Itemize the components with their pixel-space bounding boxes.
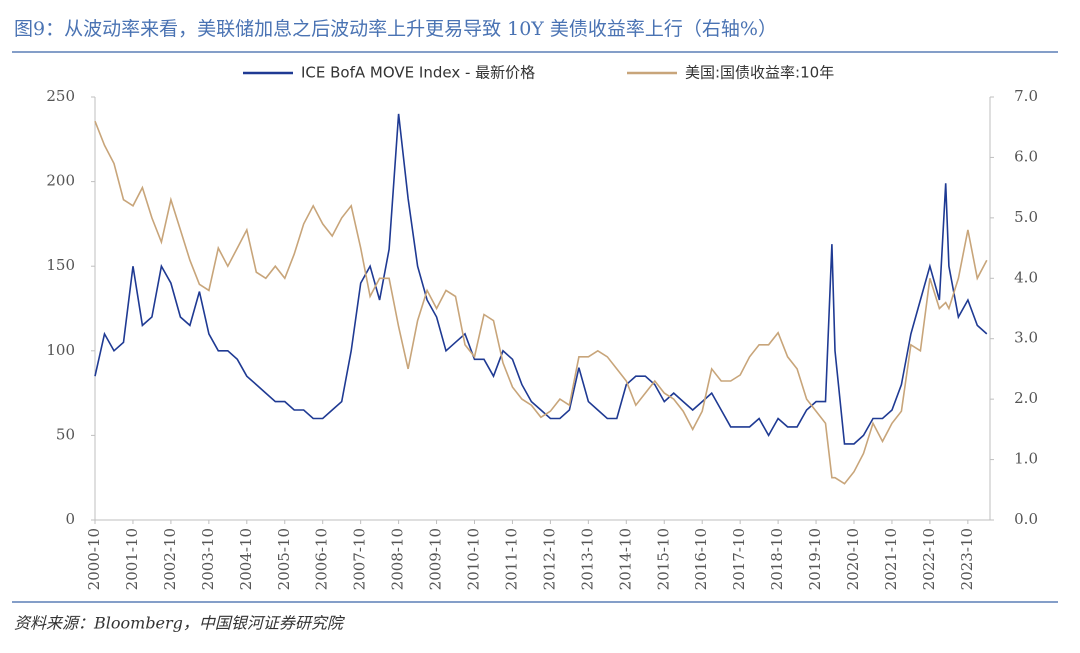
x-tick-label: 2011-10 xyxy=(502,528,520,590)
y2-tick-label: 1.0 xyxy=(1014,450,1038,468)
y2-tick-label: 3.0 xyxy=(1014,329,1038,347)
x-tick-label: 2004-10 xyxy=(237,528,255,590)
source-note: 资料来源：Bloomberg，中国银河证券研究院 xyxy=(14,614,346,633)
series-line xyxy=(94,120,988,485)
x-tick-label: 2009-10 xyxy=(427,528,445,590)
x-tick-label: 2012-10 xyxy=(540,528,558,590)
legend-label: 美国:国债收益率:10年 xyxy=(685,64,834,82)
y-tick-label: 0 xyxy=(65,510,75,528)
x-tick-label: 2013-10 xyxy=(578,528,596,590)
x-tick-label: 2017-10 xyxy=(730,528,748,590)
x-tick-label: 2000-10 xyxy=(85,528,103,590)
y2-tick-label: 7.0 xyxy=(1014,87,1038,105)
x-tick-label: 2023-10 xyxy=(958,528,976,590)
x-tick-label: 2008-10 xyxy=(389,528,407,590)
x-tick-label: 2001-10 xyxy=(123,528,141,590)
y-tick-label: 150 xyxy=(46,256,75,274)
x-tick-label: 2014-10 xyxy=(616,528,634,590)
y2-tick-label: 5.0 xyxy=(1014,208,1038,226)
y-tick-label: 100 xyxy=(46,341,75,359)
series-line xyxy=(94,113,988,445)
x-tick-label: 2019-10 xyxy=(806,528,824,590)
x-tick-label: 2020-10 xyxy=(844,528,862,590)
x-tick-label: 2021-10 xyxy=(882,528,900,590)
x-tick-label: 2022-10 xyxy=(920,528,938,590)
x-tick-label: 2006-10 xyxy=(313,528,331,590)
y2-tick-label: 6.0 xyxy=(1014,147,1038,165)
x-tick-label: 2007-10 xyxy=(351,528,369,590)
x-tick-label: 2015-10 xyxy=(654,528,672,590)
y2-tick-label: 2.0 xyxy=(1014,389,1038,407)
chart-title: 图9：从波动率来看，美联储加息之后波动率上升更易导致 10Y 美债收益率上行（右… xyxy=(14,18,777,40)
y2-tick-label: 0.0 xyxy=(1014,510,1038,528)
x-tick-label: 2010-10 xyxy=(465,528,483,590)
y-tick-label: 250 xyxy=(46,87,75,105)
y-tick-label: 200 xyxy=(46,172,75,190)
x-tick-label: 2002-10 xyxy=(161,528,179,590)
legend-label: ICE BofA MOVE Index - 最新价格 xyxy=(301,64,535,82)
y2-tick-label: 4.0 xyxy=(1014,268,1038,286)
x-tick-label: 2016-10 xyxy=(692,528,710,590)
x-tick-label: 2003-10 xyxy=(199,528,217,590)
x-tick-label: 2005-10 xyxy=(275,528,293,590)
x-tick-label: 2018-10 xyxy=(768,528,786,590)
y-tick-label: 50 xyxy=(56,425,75,443)
